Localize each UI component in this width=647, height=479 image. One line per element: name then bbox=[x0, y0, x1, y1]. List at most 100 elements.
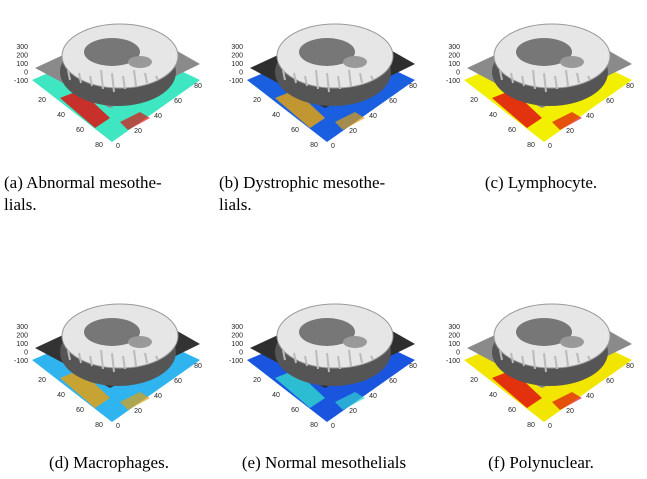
surface-fringe bbox=[78, 72, 82, 84]
z-tick-label: -100 bbox=[446, 78, 460, 85]
caption-line: (d) Macrophages. bbox=[49, 453, 169, 472]
x-tick-label: 80 bbox=[527, 422, 535, 429]
caption-line: (b) Dystrophic mesothe- bbox=[219, 173, 386, 192]
y-tick-label: 40 bbox=[586, 113, 594, 120]
surface-fringe bbox=[337, 75, 341, 90]
y-tick-label: 40 bbox=[586, 393, 594, 400]
x-tick-label: 80 bbox=[95, 422, 103, 429]
surface-fringe bbox=[359, 352, 363, 364]
floor-patch bbox=[60, 370, 110, 408]
z-tick-label: 0 bbox=[239, 69, 243, 76]
caption: (b) Dystrophic mesothe-lials. bbox=[219, 172, 429, 216]
surface-fringe bbox=[554, 355, 558, 370]
z-tick-label: 300 bbox=[16, 44, 28, 51]
surface-hole bbox=[128, 56, 152, 68]
surface-fringe bbox=[521, 75, 525, 87]
surface-hole bbox=[84, 318, 140, 346]
y-tick-label: 40 bbox=[369, 393, 377, 400]
y-tick-label: 80 bbox=[409, 83, 417, 90]
surface-fringe bbox=[155, 75, 159, 81]
floor-patch bbox=[120, 112, 150, 130]
surface-fringe bbox=[348, 69, 352, 87]
z-tick-label: 300 bbox=[448, 44, 460, 51]
y-tick-label: 40 bbox=[154, 393, 162, 400]
y-tick-label: 60 bbox=[606, 378, 614, 385]
surface-fringe bbox=[100, 349, 104, 370]
surface-hole bbox=[299, 38, 355, 66]
surface-fringe bbox=[543, 352, 547, 373]
y-tick-label: 60 bbox=[389, 98, 397, 105]
surface-fringe bbox=[111, 72, 115, 93]
caption-line: lials. bbox=[4, 195, 37, 214]
z-tick-label: 100 bbox=[448, 341, 460, 348]
y-tick-label: 80 bbox=[626, 363, 634, 370]
surface-fringe bbox=[67, 69, 71, 81]
surface-fringe bbox=[144, 352, 148, 364]
z-tick-label: 100 bbox=[16, 341, 28, 348]
x-tick-label: 60 bbox=[291, 407, 299, 414]
surface-fringe bbox=[89, 75, 93, 87]
floor-patch bbox=[120, 392, 150, 410]
surface-fringe bbox=[587, 75, 591, 81]
x-tick-label: 80 bbox=[527, 142, 535, 149]
caption: (e) Normal mesothelials bbox=[219, 452, 429, 474]
x-tick-label: 60 bbox=[76, 407, 84, 414]
y-tick-label: 60 bbox=[606, 98, 614, 105]
surface-fringe bbox=[337, 355, 341, 370]
caption-line: (e) Normal mesothelials bbox=[241, 453, 407, 472]
surface-fringe bbox=[122, 75, 126, 90]
surface-hole bbox=[343, 56, 367, 68]
surface-hole bbox=[128, 336, 152, 348]
y-tick-label: 60 bbox=[174, 98, 182, 105]
z-tick-label: 200 bbox=[448, 52, 460, 59]
z-tick-label: 300 bbox=[231, 44, 243, 51]
surface-fringe bbox=[532, 349, 536, 370]
z-tick-label: -100 bbox=[229, 78, 243, 85]
surface-fringe bbox=[304, 75, 308, 87]
surface-fringe bbox=[67, 349, 71, 361]
surface-fringe bbox=[315, 349, 319, 370]
surface-fringe bbox=[554, 75, 558, 90]
y-tick-label: 20 bbox=[349, 128, 357, 135]
y-tick-label: 20 bbox=[134, 408, 142, 415]
z-tick-label: 200 bbox=[231, 52, 243, 59]
surface-fringe bbox=[133, 349, 137, 367]
surface-fringe bbox=[587, 355, 591, 361]
x-tick-label: 60 bbox=[508, 127, 516, 134]
floor-patch bbox=[552, 112, 582, 130]
surface-fringe bbox=[348, 349, 352, 367]
y-tick-label: 20 bbox=[566, 408, 574, 415]
z-tick-label: 200 bbox=[231, 332, 243, 339]
x-tick-label: 40 bbox=[272, 112, 280, 119]
y-tick-label: 60 bbox=[389, 378, 397, 385]
x-tick-label: 40 bbox=[57, 112, 65, 119]
y-tick-label: 0 bbox=[548, 143, 552, 150]
surface-fringe bbox=[510, 72, 514, 84]
z-tick-label: 200 bbox=[16, 52, 28, 59]
z-tick-label: -100 bbox=[446, 358, 460, 365]
surface-hole bbox=[560, 336, 584, 348]
surface-fringe bbox=[78, 352, 82, 364]
x-tick-label: 80 bbox=[310, 422, 318, 429]
z-tick-label: 0 bbox=[24, 349, 28, 356]
surface-fringe bbox=[282, 349, 286, 361]
caption-line: (a) Abnormal mesothe- bbox=[4, 173, 162, 192]
y-tick-label: 80 bbox=[409, 363, 417, 370]
z-tick-label: 100 bbox=[231, 61, 243, 68]
surface-fringe bbox=[282, 69, 286, 81]
floor-patch bbox=[335, 392, 365, 410]
surface-fringe bbox=[359, 72, 363, 84]
x-tick-label: 80 bbox=[310, 142, 318, 149]
surface-fringe bbox=[565, 349, 569, 367]
surface-fringe bbox=[576, 352, 580, 364]
caption-line: (f) Polynuclear. bbox=[488, 453, 594, 472]
z-tick-label: 0 bbox=[456, 69, 460, 76]
floor-patch bbox=[492, 370, 542, 408]
surface-fringe bbox=[499, 69, 503, 81]
